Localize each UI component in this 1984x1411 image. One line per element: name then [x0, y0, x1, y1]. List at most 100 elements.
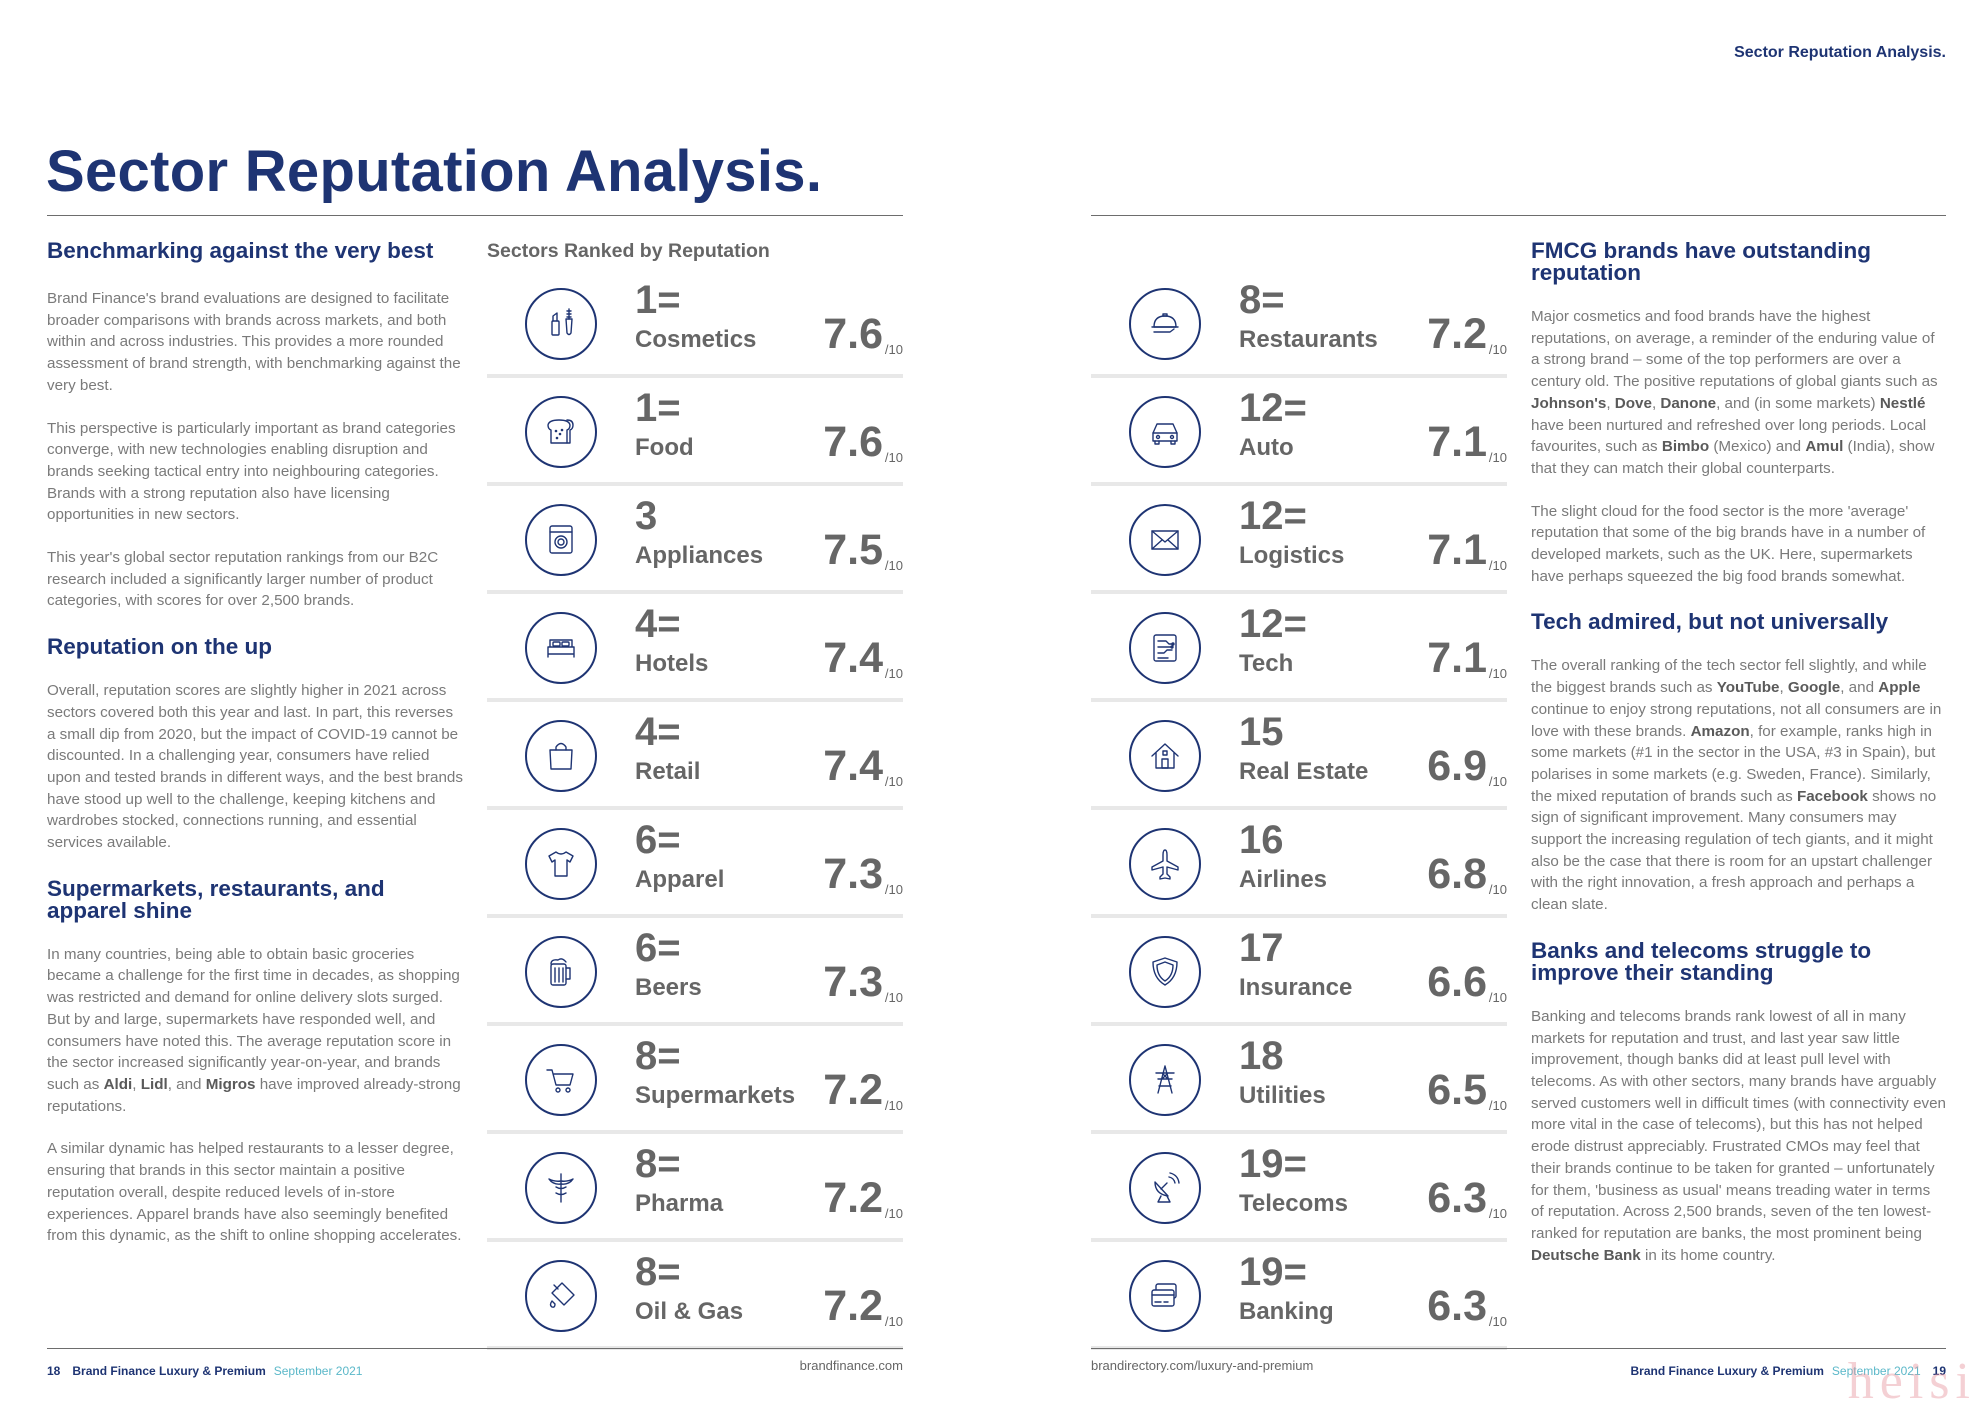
sector-name: Restaurants [1239, 326, 1378, 353]
score-max: /10 [1488, 666, 1507, 681]
paragraph-text: , [1651, 394, 1661, 412]
sector-row: 12= Auto 7.1/10 [1091, 378, 1507, 486]
score-max: /10 [1488, 450, 1507, 465]
score-max: /10 [1488, 1206, 1507, 1221]
sector-name: Insurance [1239, 974, 1353, 1001]
brand-name: Dove [1614, 394, 1652, 412]
bread-icon [525, 396, 597, 468]
paragraph-text: , and [1840, 679, 1879, 697]
body-paragraph: A similar dynamic has helped restaurants… [47, 1138, 463, 1247]
sector-score: 6.3 [1427, 1282, 1487, 1330]
brand-name: Nestlé [1879, 394, 1926, 412]
sector-rank: 18 [1239, 1034, 1284, 1078]
footer-divider-right [1091, 1348, 1946, 1349]
sector-rank: 6= [635, 926, 681, 970]
sector-score: 7.1 [1427, 634, 1487, 682]
sector-row: 6= Apparel 7.3/10 [487, 810, 903, 918]
shopping-bag-icon [525, 720, 597, 792]
score-max: /10 [1488, 342, 1507, 357]
body-paragraph: Brand Finance's brand evaluations are de… [47, 288, 463, 397]
sector-score: 7.1 [1427, 418, 1487, 466]
paragraph-text: , [1779, 679, 1788, 697]
score-max: /10 [884, 558, 903, 573]
score-max: /10 [884, 882, 903, 897]
sector-score: 7.3 [823, 958, 883, 1006]
sector-score: 6.8 [1427, 850, 1487, 898]
body-paragraph: The slight cloud for the food sector is … [1531, 501, 1947, 588]
sector-rank: 1= [635, 278, 681, 322]
brand-name: Danone [1660, 394, 1717, 412]
footer-url-left[interactable]: brandfinance.com [799, 1358, 903, 1373]
paragraph-text: , [1606, 394, 1615, 412]
oil-can-icon [525, 1260, 597, 1332]
rankings-heading: Sectors Ranked by Reputation [487, 240, 770, 262]
shield-icon [1129, 936, 1201, 1008]
sector-rank: 12= [1239, 494, 1307, 538]
envelope-icon [1129, 504, 1201, 576]
rankings-list-right: 8= Restaurants 7.2/10 12= Auto 7.1/10 12= Logis… [1091, 270, 1507, 1350]
sector-row: 3 Appliances 7.5/10 [487, 486, 903, 594]
body-paragraph: The overall ranking of the tech sector f… [1531, 655, 1947, 915]
sector-name: Telecoms [1239, 1190, 1348, 1217]
sector-rank: 3 [635, 494, 658, 538]
cloche-icon [1129, 288, 1201, 360]
watermark: heisi [1847, 1353, 1976, 1410]
sector-score: 6.6 [1427, 958, 1487, 1006]
sector-rank: 12= [1239, 386, 1307, 430]
score-max: /10 [1488, 882, 1507, 897]
sector-row: 18 Utilities 6.5/10 [1091, 1026, 1507, 1134]
sector-score: 7.1 [1427, 526, 1487, 574]
sector-row: 4= Hotels 7.4/10 [487, 594, 903, 702]
publication-date: September 2021 [273, 1364, 363, 1378]
house-icon [1129, 720, 1201, 792]
brand-name: Johnson's [1531, 394, 1607, 412]
paragraph-text: In many countries, being able to obtain … [47, 945, 460, 1093]
sector-name: Logistics [1239, 542, 1345, 569]
sector-score: 6.3 [1427, 1174, 1487, 1222]
sector-score: 6.9 [1427, 742, 1487, 790]
sector-score: 7.4 [823, 634, 883, 682]
body-paragraph: This perspective is particularly importa… [47, 418, 463, 527]
sector-row: 16 Airlines 6.8/10 [1091, 810, 1507, 918]
paragraph-text: This perspective is particularly importa… [47, 419, 456, 524]
sector-score: 7.2 [823, 1174, 883, 1222]
sector-rank: 4= [635, 710, 681, 754]
brand-name: Lidl [140, 1075, 168, 1093]
sector-rank: 19= [1239, 1142, 1307, 1186]
score-max: /10 [884, 450, 903, 465]
airplane-icon [1129, 828, 1201, 900]
sector-row: 12= Tech 7.1/10 [1091, 594, 1507, 702]
sector-row: 8= Supermarkets 7.2/10 [487, 1026, 903, 1134]
score-max: /10 [1488, 1314, 1507, 1329]
paragraph-text: , and [167, 1075, 206, 1093]
footer-right: Brand Finance Luxury & Premium September … [1631, 1364, 1946, 1378]
score-max: /10 [884, 1206, 903, 1221]
sector-row: 17 Insurance 6.6/10 [1091, 918, 1507, 1026]
sector-rank: 8= [635, 1250, 681, 1294]
footer-url-right[interactable]: brandirectory.com/luxury-and-premium [1091, 1358, 1314, 1373]
brand-name: YouTube [1716, 679, 1780, 697]
brand-name: Facebook [1796, 787, 1868, 805]
left-text-column: Benchmarking against the very best Brand … [47, 239, 463, 1247]
sector-name: Hotels [635, 650, 709, 677]
paragraph-text: in its home country. [1640, 1246, 1776, 1264]
sector-name: Oil & Gas [635, 1298, 744, 1325]
paragraph-text: A similar dynamic has helped restaurants… [47, 1140, 462, 1245]
satellite-dish-icon [1129, 1152, 1201, 1224]
running-head: Sector Reputation Analysis. [1734, 44, 1946, 61]
paragraph-text: have improved already-strong reputations… [47, 1075, 461, 1115]
paragraph-text: The slight cloud for the food sector is … [1531, 502, 1926, 585]
paragraph-text: , [132, 1075, 141, 1093]
paragraph-text: shows no sign of significant improvement… [1531, 787, 1937, 914]
brand-name: Amazon [1690, 722, 1750, 740]
page-number: 19 [1932, 1364, 1946, 1378]
circuit-icon [1129, 612, 1201, 684]
sector-row: 15 Real Estate 6.9/10 [1091, 702, 1507, 810]
score-max: /10 [884, 666, 903, 681]
brand-name: Amul [1805, 438, 1844, 456]
paragraph-text: have been nurtured and refreshed over lo… [1531, 416, 1927, 456]
brand-name: Bimbo [1661, 438, 1710, 456]
section-heading: Banks and telecoms struggle to improve t… [1531, 937, 1872, 985]
brand-name: Deutsche Bank [1531, 1246, 1641, 1264]
sector-row: 8= Restaurants 7.2/10 [1091, 270, 1507, 378]
